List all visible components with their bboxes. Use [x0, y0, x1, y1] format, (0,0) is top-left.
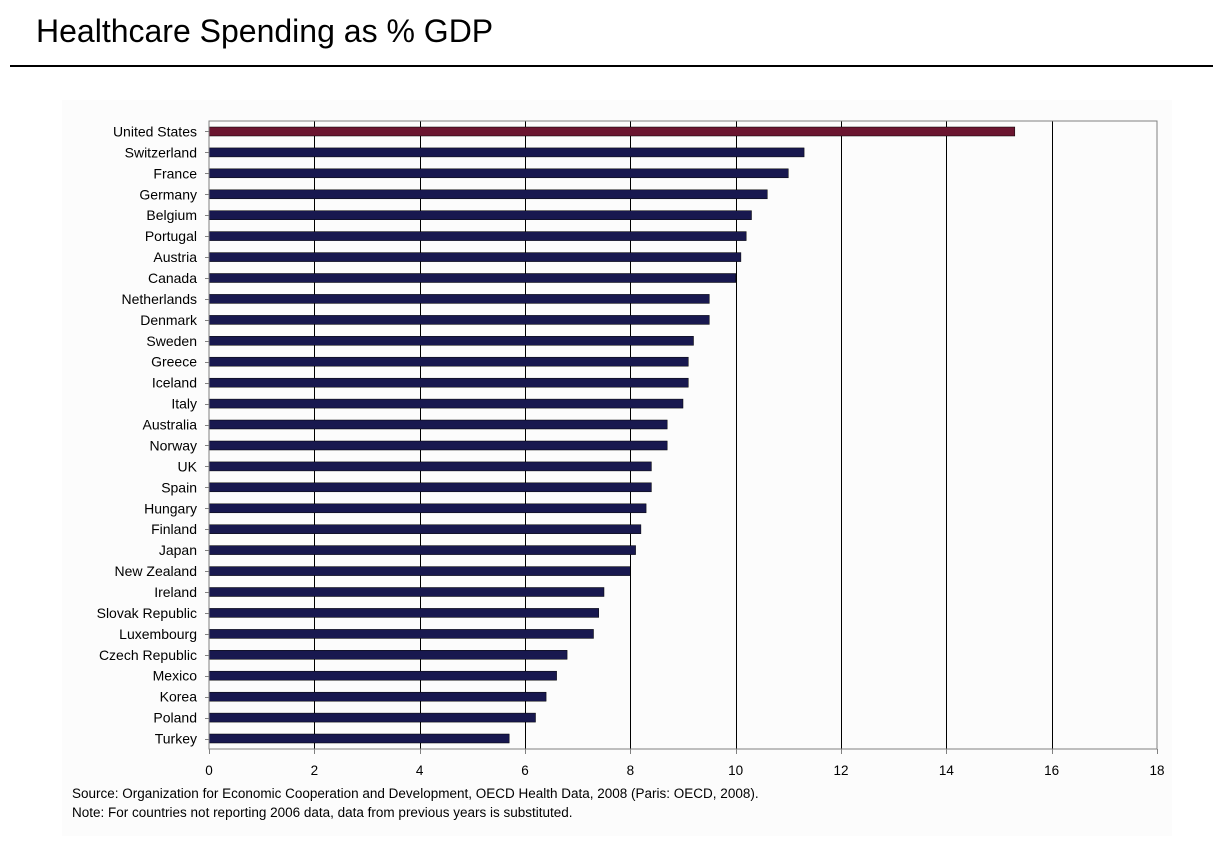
bar-turkey [208, 733, 510, 744]
bar-united-states [208, 126, 1016, 137]
bar-australia [208, 419, 668, 430]
category-label: Australia [143, 417, 198, 433]
bar-slovak-republic [208, 608, 599, 618]
x-tick-label: 16 [1044, 763, 1059, 778]
category-label: Luxembourg [119, 626, 197, 642]
category-label: Korea [160, 689, 198, 705]
bar-spain [208, 482, 652, 493]
category-label: Mexico [153, 668, 198, 684]
bar-switzerland [208, 147, 805, 158]
bar-korea [208, 691, 547, 702]
category-label: Netherlands [122, 291, 198, 307]
x-tick-label: 0 [205, 763, 213, 778]
x-tick-label: 2 [311, 763, 319, 778]
title-divider [10, 65, 1213, 67]
page-title: Healthcare Spending as % GDP [36, 13, 494, 49]
category-label: Belgium [146, 207, 197, 223]
bar-sweden [208, 336, 694, 346]
category-label: Turkey [155, 731, 197, 747]
category-label: Germany [139, 186, 197, 202]
bar-norway [208, 440, 668, 451]
x-tick-label: 10 [728, 763, 743, 778]
x-tick-label: 8 [627, 763, 635, 778]
bar-iceland [208, 377, 689, 388]
bar-italy [208, 398, 684, 409]
x-tick-label: 14 [939, 763, 955, 778]
bar-japan [208, 545, 636, 555]
category-label: Denmark [140, 312, 198, 328]
category-label: UK [178, 458, 198, 474]
bar-mexico [208, 670, 557, 681]
category-label: United States [113, 123, 197, 139]
x-axis-ticks: 0 2 4 6 8 10 12 14 16 18 [205, 749, 1165, 778]
category-label: Portugal [145, 228, 197, 244]
plot-frame [208, 120, 1158, 750]
grid-layer [314, 121, 1053, 749]
category-label: Switzerland [125, 144, 197, 160]
bar-canada [208, 273, 736, 283]
category-labels: United States Switzerland France Germany Bel… [97, 123, 209, 747]
category-label: Poland [153, 710, 197, 726]
x-tick-label: 18 [1149, 763, 1164, 778]
bar-czech-republic [208, 650, 568, 660]
category-label: Iceland [152, 375, 197, 391]
bar-hungary [208, 503, 647, 514]
category-label: Canada [148, 270, 197, 286]
bar-netherlands [208, 294, 710, 304]
bar-luxembourg [208, 629, 594, 639]
bar-layer [208, 126, 1016, 744]
x-tick-label: 6 [521, 763, 529, 778]
category-label: France [153, 165, 197, 181]
category-label: Slovak Republic [97, 605, 197, 621]
category-label: Finland [151, 521, 197, 537]
x-tick-label: 12 [833, 763, 848, 778]
bar-germany [208, 189, 768, 200]
category-label: Norway [150, 437, 197, 453]
category-label: Spain [161, 479, 197, 495]
bar-finland [208, 524, 642, 534]
bar-uk [208, 461, 652, 472]
bar-portugal [208, 231, 747, 241]
x-tick-label: 4 [416, 763, 424, 778]
bar-austria [208, 252, 742, 262]
bar-poland [208, 712, 536, 723]
category-label: Czech Republic [99, 647, 197, 663]
bar-belgium [208, 210, 752, 220]
source-note: Source: Organization for Economic Cooper… [72, 786, 759, 801]
category-label: Hungary [144, 500, 197, 516]
bar-new-zealand [208, 566, 631, 576]
chart-notes: Source: Organization for Economic Cooper… [72, 784, 759, 822]
category-label: New Zealand [115, 563, 198, 579]
category-label: Ireland [154, 584, 197, 600]
bar-greece [208, 356, 689, 367]
bar-denmark [208, 315, 710, 325]
category-label: Japan [159, 542, 197, 558]
bar-ireland [208, 587, 605, 597]
category-label: Austria [153, 249, 197, 265]
category-label: Greece [151, 354, 197, 370]
substitution-note: Note: For countries not reporting 2006 d… [72, 805, 573, 820]
category-label: Sweden [146, 333, 197, 349]
bar-france [208, 168, 789, 179]
category-label: Italy [171, 396, 197, 412]
